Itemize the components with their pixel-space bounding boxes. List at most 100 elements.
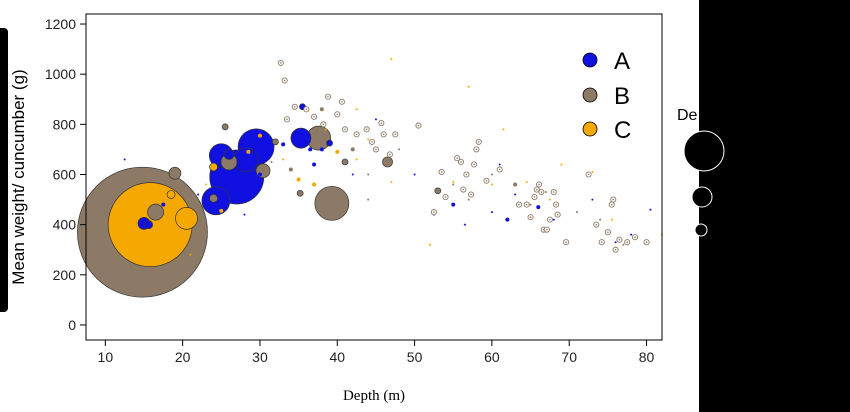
data-point-c <box>219 208 224 213</box>
data-point-a <box>351 173 354 176</box>
data-point-ring-center <box>355 133 358 136</box>
y-tick-label: 600 <box>53 166 77 182</box>
adjacent-size-marker-large <box>683 130 725 172</box>
data-point-c <box>282 158 285 161</box>
adjacent-size-marker-small <box>694 223 708 237</box>
data-point-c <box>548 198 551 201</box>
data-point-ring-center <box>475 148 478 151</box>
data-point-ring-center <box>456 157 458 159</box>
data-point-ring-center <box>389 153 391 156</box>
data-point-ring-center <box>322 123 325 126</box>
data-point-c <box>312 182 317 187</box>
data-point-b <box>622 243 625 246</box>
data-point-a <box>319 147 324 152</box>
data-point-b <box>367 173 370 176</box>
data-point-b <box>398 148 401 151</box>
data-point-c <box>452 181 455 184</box>
data-point-a <box>451 202 456 207</box>
data-point-b <box>272 138 279 146</box>
data-point-b <box>434 187 442 195</box>
x-tick-label: 30 <box>252 349 268 365</box>
data-point-b <box>452 183 455 186</box>
data-point-c <box>490 183 493 186</box>
x-tick-label: 80 <box>639 349 655 365</box>
data-point-c <box>467 85 470 88</box>
data-point-c <box>610 218 613 221</box>
data-point-b <box>341 158 349 166</box>
data-point-ring-center <box>595 223 598 226</box>
y-tick-label: 400 <box>53 217 77 233</box>
data-point-ring-center <box>380 122 383 124</box>
x-tick-label: 70 <box>561 349 577 365</box>
data-point-ring-center <box>533 196 536 198</box>
data-point-a <box>552 218 555 221</box>
data-point-c <box>335 149 340 154</box>
data-point-b <box>147 203 164 221</box>
data-point-ring-center <box>465 173 468 176</box>
data-point-c <box>257 133 262 138</box>
data-point-b <box>314 185 350 221</box>
data-point-ring-center <box>565 241 567 243</box>
y-tick-label: 800 <box>53 116 77 132</box>
data-point-ring-center <box>549 218 551 221</box>
data-point-b <box>296 189 304 197</box>
legend-marker-c <box>582 121 598 137</box>
data-point-a <box>312 162 317 167</box>
data-point-ring-center <box>286 118 288 121</box>
y-tick-label: 200 <box>53 267 77 283</box>
data-point-ring-center <box>417 124 420 127</box>
data-point-ring-center <box>614 248 617 251</box>
data-point-a <box>161 202 166 207</box>
x-axis-title: Depth (m) <box>343 388 405 404</box>
data-point-ring-center <box>433 211 435 213</box>
data-point-ring-center <box>375 148 377 151</box>
data-point-c <box>246 149 251 154</box>
adjacent-panel-fragment: De <box>677 107 725 237</box>
data-point-ring-center <box>626 241 629 243</box>
x-tick-label: 50 <box>407 349 423 365</box>
data-point-ring-center <box>529 216 532 218</box>
data-point-ring-center <box>470 193 472 196</box>
data-point-b <box>270 160 273 163</box>
data-point-ring-center <box>525 203 528 206</box>
data-point-ring-center <box>440 171 443 173</box>
data-point-b <box>255 163 271 179</box>
data-point-ring-center <box>610 203 613 206</box>
legend: A B C <box>582 48 631 144</box>
data-point-ring-center <box>341 100 343 103</box>
data-point-a <box>243 213 246 216</box>
data-point-b <box>529 203 532 206</box>
data-point-ring-center <box>485 179 488 182</box>
y-tick-label: 1200 <box>45 16 76 32</box>
data-point-ring-center <box>518 203 520 206</box>
data-point-a <box>257 172 262 177</box>
data-point-a <box>505 217 510 222</box>
data-point-b <box>209 193 218 203</box>
data-point-a <box>326 139 333 147</box>
data-point-a <box>536 205 541 210</box>
data-point-c <box>390 58 393 61</box>
data-point-ring-center <box>394 133 397 136</box>
data-point-ring-center <box>313 116 315 118</box>
data-point-ring-center <box>460 161 462 163</box>
data-point-c <box>296 177 301 182</box>
data-point-ring-center <box>462 188 465 191</box>
data-point-b <box>168 166 182 180</box>
x-tick-label: 20 <box>175 349 191 365</box>
data-point-a <box>197 193 200 196</box>
legend-marker-b <box>582 87 598 103</box>
data-point-ring-center <box>382 133 385 136</box>
data-point-ring-center <box>477 141 480 143</box>
data-point-ring-center <box>305 108 308 111</box>
data-point-ring-center <box>473 163 475 166</box>
left-edge-fragment <box>0 28 8 312</box>
data-point-ring-center <box>556 213 559 216</box>
data-point-a <box>630 233 633 236</box>
data-point-b <box>467 198 470 201</box>
data-point-ring-center <box>498 168 501 171</box>
data-point-c <box>502 128 505 131</box>
data-point-ring-center <box>371 141 373 143</box>
y-axis-title: Mean weight/ cuncumber (g) <box>9 69 28 284</box>
data-point-ring-center <box>600 241 603 243</box>
x-tick-label: 60 <box>484 349 500 365</box>
